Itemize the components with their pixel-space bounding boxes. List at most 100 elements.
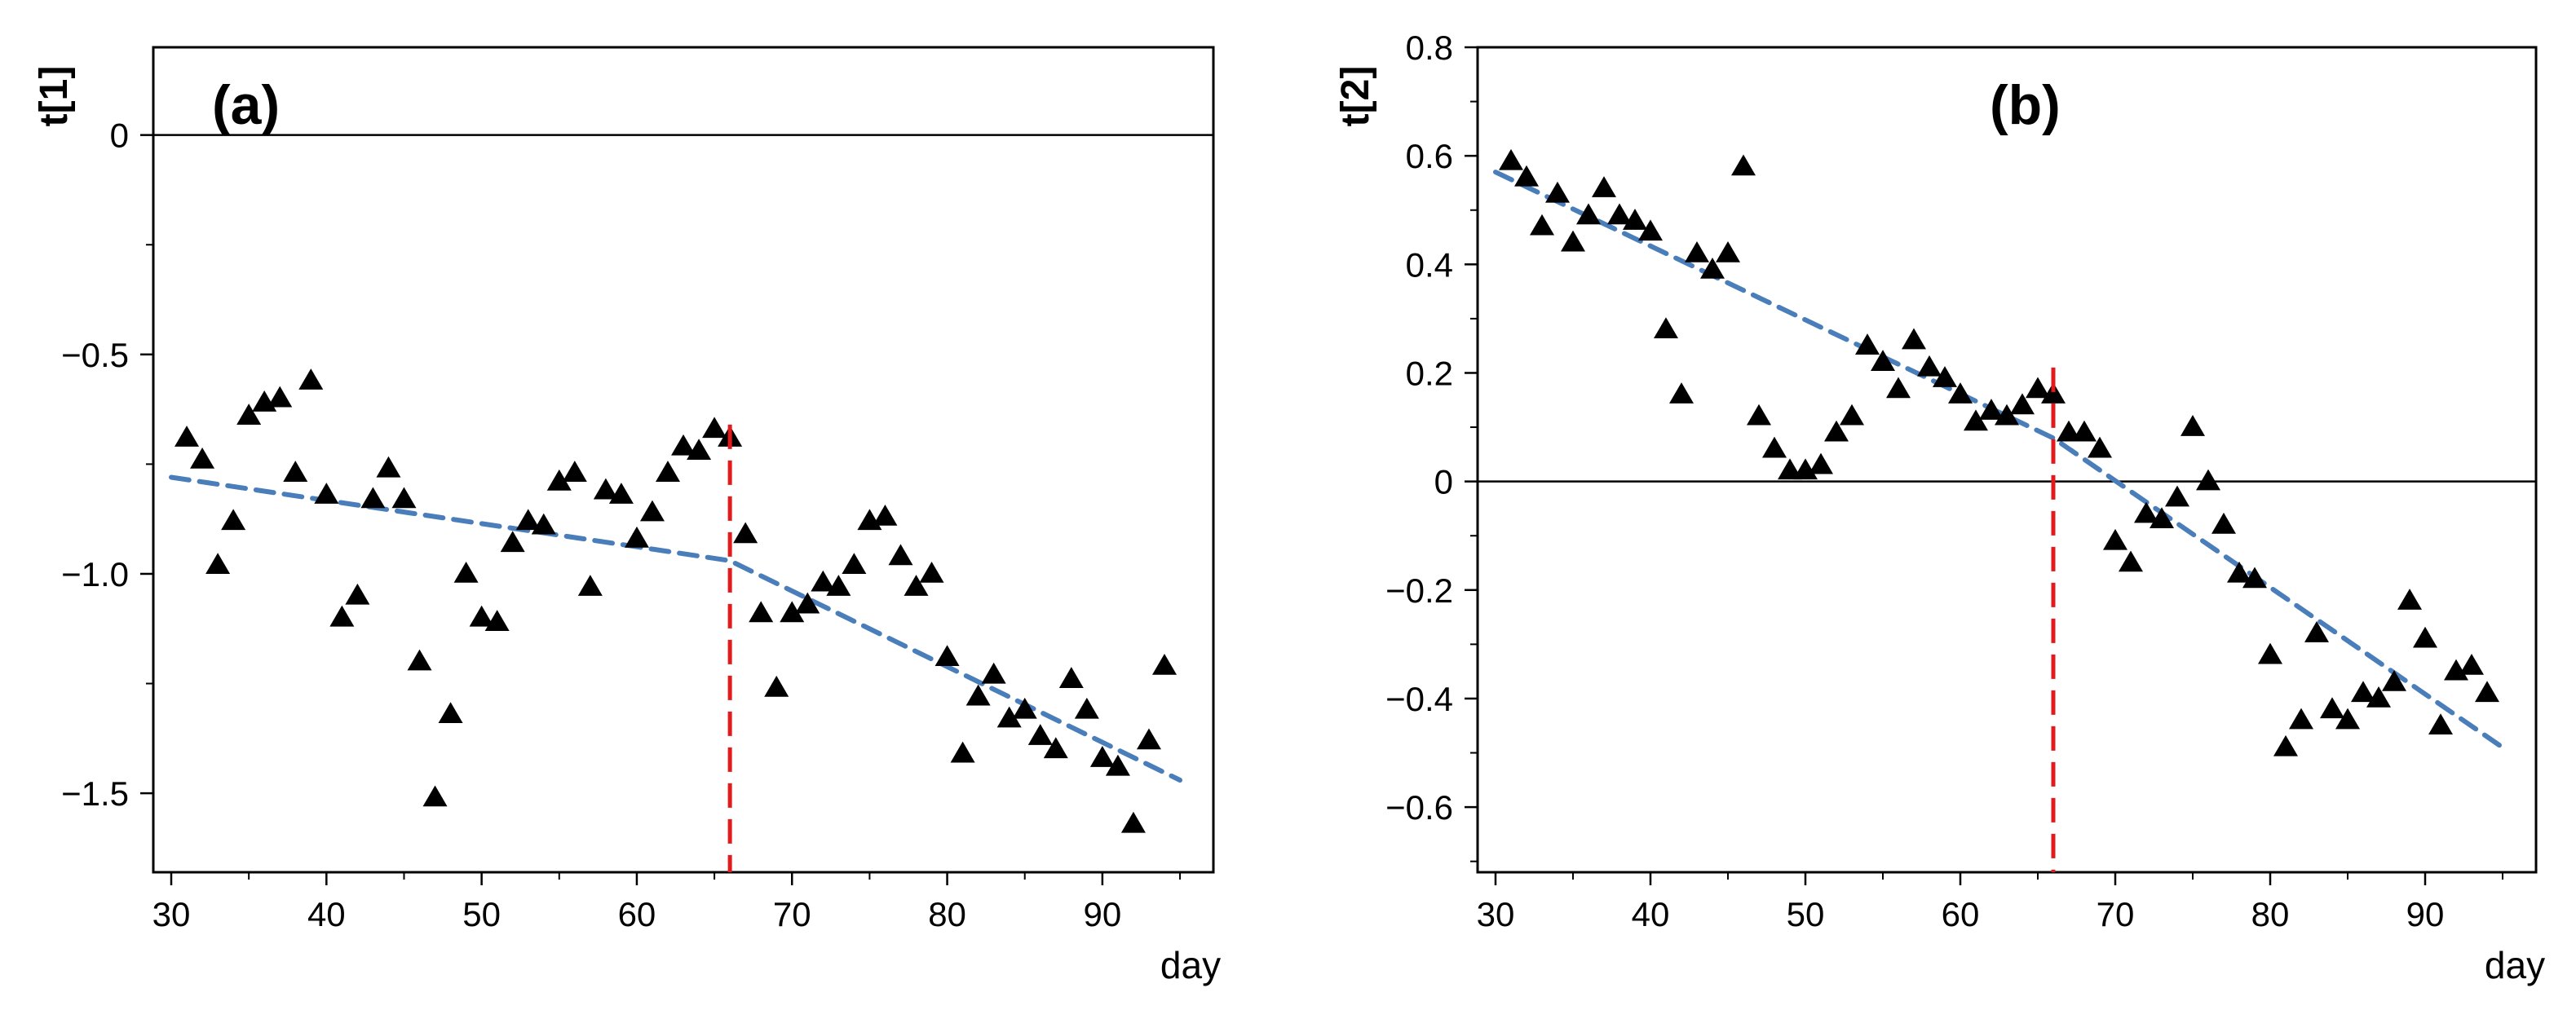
panel-b-y-tick-label: −0.2 [1385, 571, 1453, 610]
panel-a-data-point [639, 500, 665, 522]
panel-a-data-point [438, 702, 463, 724]
panel-b-data-point [2010, 393, 2035, 415]
panel-b-data-point [2335, 708, 2360, 730]
panel-a-data-point [795, 592, 820, 614]
panel-a-data-point [546, 469, 572, 491]
panel-a-y-axis-label: t[1] [33, 66, 76, 127]
panel-a-data-point [469, 605, 494, 627]
panel-b-label: (b) [1990, 74, 2061, 136]
panel-a-plot-frame [152, 46, 1215, 874]
panel-a-data-point [577, 575, 603, 596]
panel-a-data-point [221, 509, 246, 531]
panel-b-data-point [1948, 382, 1973, 404]
panel-b-data-point [2072, 420, 2097, 442]
panel-a-data-point [484, 610, 510, 631]
panel-a-label: (a) [212, 74, 280, 136]
panel-b-data-point [2304, 621, 2329, 642]
panel-a-x-tick-label: 30 [152, 895, 191, 933]
panel-b-data-point [2088, 436, 2112, 458]
panel-b-data-point [1778, 458, 1802, 480]
panel-b-y-axis-label: t[2] [1334, 66, 1377, 127]
panel-b-y-tick-label: 0.6 [1406, 137, 1453, 175]
panel-b-data-point [1499, 148, 1523, 170]
panel-b-data-point [1669, 382, 1694, 404]
panel-b-data-point [1979, 399, 2004, 420]
panel-a-data-point [733, 522, 758, 544]
panel-a-data-point [656, 461, 680, 482]
panel-b-marks [1493, 148, 2505, 872]
panel-a-data-point [1058, 667, 1084, 688]
panel-b-data-point [1700, 257, 1725, 279]
panel-b-data-point [2103, 528, 2128, 550]
panel-b-data-point [2273, 734, 2298, 756]
panel-b-axes: 30 40 50 60 70 80 90 0.8 0.6 0.4 0.2 0 −0.2 −0.4 −0.6 [1385, 29, 2536, 933]
panel-a-data-point [950, 741, 975, 763]
panel-a-data-point [671, 434, 696, 456]
panel-b-data-point [1886, 377, 1911, 399]
panel-b-data-point [1840, 404, 1864, 426]
panel-a-data-point [345, 583, 370, 605]
panel-b-x-tick-label: 50 [1787, 895, 1825, 933]
panel-a-data-point [1152, 654, 1177, 675]
panel-b-data-point [2444, 659, 2468, 681]
panel-a-data-point [190, 448, 215, 469]
panel-b-x-tick-label: 30 [1477, 895, 1515, 933]
panel-b-data-point [1933, 366, 1957, 387]
panel-b-y-tick-label: 0.2 [1406, 354, 1453, 392]
panel-b-y-tick-label: −0.6 [1385, 788, 1453, 827]
panel-a-data-point [391, 487, 417, 509]
panel-a-data-point [826, 575, 851, 596]
panel-a-data-point [1136, 728, 1161, 750]
panel-a-data-point [515, 509, 541, 531]
panel-b-data-point [2242, 567, 2267, 589]
panel-a-data-point [935, 645, 960, 667]
panel-a-data-point [702, 417, 727, 439]
panel-a-data-point [624, 526, 649, 548]
panel-a-data-point [981, 662, 1006, 684]
panel-a-data-point [1043, 737, 1068, 759]
panel-b-data-point [1995, 404, 2019, 426]
panel-b-data-point [1576, 203, 1601, 225]
panel-a-data-point [687, 439, 712, 461]
panel-a-data-point [360, 487, 386, 509]
panel-b-data-point [2475, 681, 2499, 703]
panel-a-data-point [422, 785, 448, 807]
panel-a-x-tick-label: 80 [928, 895, 966, 933]
panel-a-data-point [996, 706, 1022, 728]
panel-a-data-point [531, 513, 556, 535]
panel-a-data-point [1120, 811, 1146, 833]
panel-a-data-point [236, 404, 262, 425]
panel-a-data-point [593, 478, 618, 500]
panel-b-data-point [1623, 209, 1647, 230]
panel-b-data-point [2057, 420, 2081, 442]
panel-a-data-point [298, 368, 324, 390]
panel-b-data-point [1530, 214, 1554, 236]
panel-b-data-point [2351, 681, 2375, 703]
panel-b-data-point [2459, 654, 2484, 675]
panel-b-data-point [1607, 203, 1632, 225]
panel-b-y-tick-label: −0.4 [1385, 680, 1453, 718]
panel-a-data-point [267, 386, 293, 408]
panel-b-x-tick-label: 80 [2251, 895, 2290, 933]
panel-b-x-tick-label: 90 [2406, 895, 2445, 933]
panel-b-data-point [2041, 382, 2066, 404]
panel-b-data-point [1762, 436, 1787, 458]
panel-b-data-point [2289, 708, 2313, 730]
panel-b-trend-line [1493, 170, 2505, 750]
panel-a-data-point [608, 483, 634, 504]
panel-a-data-point [1089, 746, 1115, 767]
panel-a-y-tick-label: −1.5 [61, 774, 129, 813]
panel-b-data-point [1731, 154, 1756, 176]
panel-a-x-tick-label: 90 [1084, 895, 1122, 933]
panel-b-data-point [1793, 458, 1818, 480]
panel-a-data-point [780, 601, 805, 623]
panel-b-data-point [2211, 512, 2236, 534]
panel-a-x-tick-label: 40 [307, 895, 346, 933]
panel-a-data-point [888, 544, 913, 566]
panel-a-data-point [314, 483, 339, 504]
panel-b-data-point [1592, 176, 1616, 197]
panel-b-y-tick-label: 0 [1434, 463, 1453, 501]
panel-a-data-point [904, 575, 929, 596]
panel-a-data-point [811, 570, 836, 592]
